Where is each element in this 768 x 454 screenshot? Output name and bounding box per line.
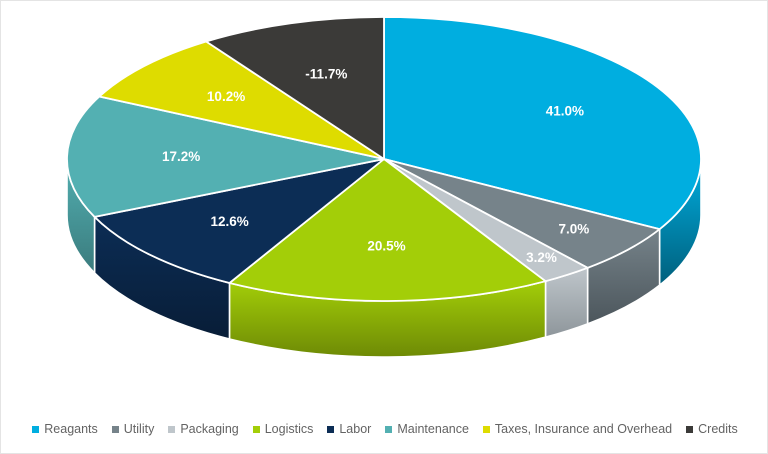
pie-slice-label: 20.5% xyxy=(367,239,405,254)
pie-slice-taxes-insurance-and-overhead[interactable] xyxy=(97,40,385,160)
legend-item-label: Utility xyxy=(123,421,155,436)
pie-slice-label: 41.0% xyxy=(546,103,584,118)
legend-swatch-icon xyxy=(327,425,335,433)
legend-item[interactable]: Maintenance xyxy=(385,423,469,436)
pie-side-walls xyxy=(66,158,702,358)
legend-swatch-icon xyxy=(111,425,119,433)
pie-top-faces xyxy=(66,16,702,302)
legend-swatch-icon xyxy=(686,425,694,433)
legend-item[interactable]: Utility xyxy=(111,421,155,436)
legend-item-label: Reagants xyxy=(44,421,98,436)
legend-item-label: Taxes, Insurance and Overhead xyxy=(494,421,673,436)
legend-item[interactable]: Reagants xyxy=(32,423,98,436)
legend-item[interactable]: Credits xyxy=(686,423,738,436)
legend-swatch-icon xyxy=(168,425,176,433)
pie-slice-label: 10.2% xyxy=(207,89,245,104)
legend-item-label: Packaging xyxy=(180,421,239,436)
pie-slice-credits[interactable] xyxy=(204,16,385,161)
legend-item-label: Logistics xyxy=(264,421,314,436)
legend-swatch-icon xyxy=(252,425,260,433)
legend-item[interactable]: Logistics xyxy=(252,421,314,436)
pie-data-labels: 41.0% 7.0%3.2% 20.5% 12.6% 17.2% 10.2% -11.7% xyxy=(162,66,589,265)
pie-slice-label: 17.2% xyxy=(162,149,200,164)
pie-slice-label: -11.7% xyxy=(305,66,347,81)
legend-swatch-icon xyxy=(32,425,40,433)
pie-slice-reagants[interactable] xyxy=(383,16,702,231)
pie-slice-label: 3.2% xyxy=(526,250,557,265)
legend-item-label: Maintenance xyxy=(397,421,469,436)
legend-item-label: Credits xyxy=(698,421,738,436)
pie-slice-labor[interactable] xyxy=(92,158,385,284)
legend-item[interactable]: Labor xyxy=(327,423,371,436)
legend-item[interactable]: Taxes, Insurance and Overhead xyxy=(482,421,673,436)
legend-swatch-icon xyxy=(482,425,490,433)
pie-svg: 41.0% 7.0%3.2% 20.5% 12.6% 17.2% 10.2% -11.7% xyxy=(66,16,702,358)
pie-slice-label: 7.0% xyxy=(559,221,590,236)
legend-swatch-icon xyxy=(385,425,393,433)
pie-slice-maintenance[interactable] xyxy=(66,95,385,218)
chart-legend: Reagants Utility Packaging Logistics Labor Ma… xyxy=(1,409,768,449)
pie-slice-logistics[interactable] xyxy=(227,157,548,302)
legend-item[interactable]: Packaging xyxy=(168,421,239,436)
legend-item-label: Labor xyxy=(339,421,372,436)
pie-plot-area: 41.0% 7.0% 3.2% 20.5% 12.6% 17.2% 10.2% -11.7% xyxy=(1,1,768,401)
pie-slice-label: 12.6% xyxy=(210,214,248,229)
